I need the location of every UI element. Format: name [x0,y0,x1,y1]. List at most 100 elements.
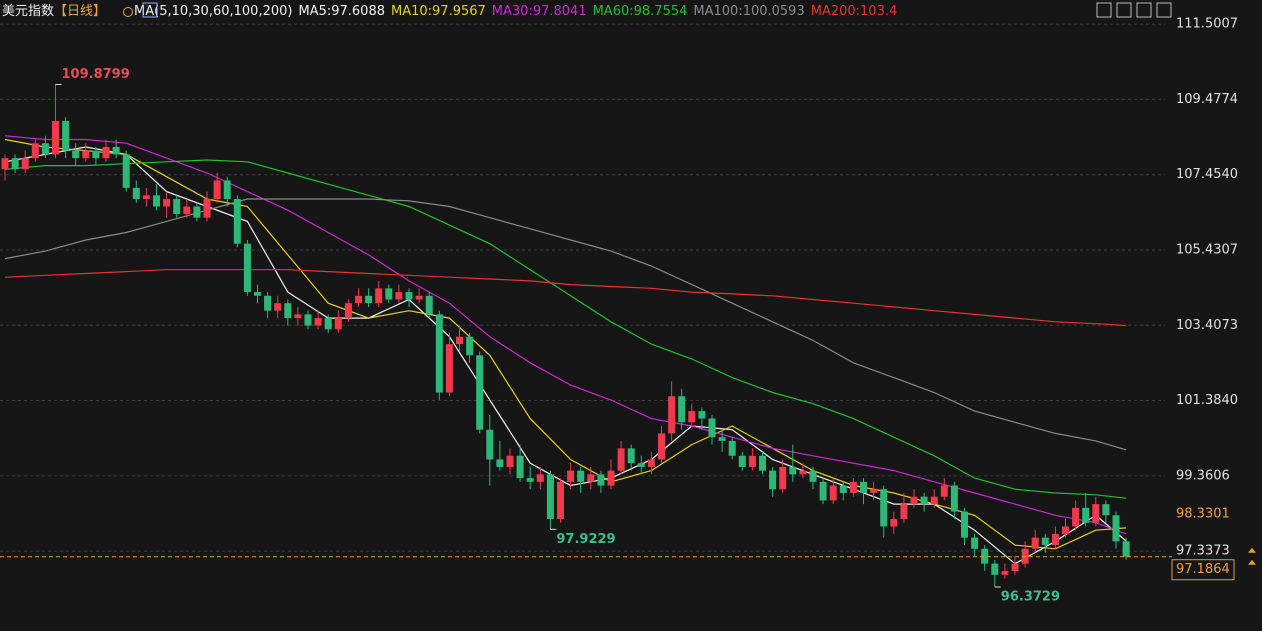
candle-body [668,396,676,434]
candle-body [1122,541,1130,557]
candle-body [546,474,554,520]
candle-body [839,485,847,493]
candle-body [971,537,979,549]
candle-body [1062,526,1069,534]
candle-body [153,195,160,207]
candle-body [759,455,766,471]
candle-body [314,318,322,326]
candle-body [274,303,282,311]
candle-body [1001,571,1009,575]
y-tick-label: 107.4540 [1176,167,1238,182]
candle-body [849,481,857,493]
header-text: 美元指数【日线】 MA(5,10,30,60,100,200) MA5:97.608… [2,4,897,19]
candle-body [72,150,80,159]
candle-body [233,199,241,244]
y-tick-label: 99.3606 [1176,468,1230,483]
candle-body [607,470,615,486]
y-tick-label: 103.4073 [1176,318,1238,333]
chart-title: 美元指数 [2,4,54,19]
candle-body [132,187,140,200]
candle-body [890,519,898,527]
tool-icon[interactable] [1156,2,1172,18]
candle-body [1011,563,1019,572]
legend-entry: MA200:103.4 [811,4,898,19]
ma-line [4,159,1127,499]
candle-body [698,411,706,419]
candle-body [708,418,716,438]
candle-body [738,455,746,467]
tool-icon[interactable] [1096,2,1112,18]
candle-body [647,459,655,467]
candle-body [567,470,575,482]
candle-body [880,489,888,527]
candle-body [395,292,403,300]
candle-body [213,180,221,200]
candle-body [254,292,261,296]
last-price-box [1171,559,1235,581]
candle-body [435,314,443,393]
tool-icon[interactable] [1136,2,1152,18]
ma-line [4,269,1127,327]
y-tick-label: 109.4774 [1176,92,1238,107]
candle-body [870,489,878,493]
candle-body [284,303,292,319]
candle-body [809,470,817,482]
candle-body [334,318,342,330]
candle-body [779,466,787,490]
candle-body [92,150,100,159]
candle-body [294,314,302,319]
candle-body [41,143,49,155]
candle-body [405,292,413,300]
legend-entry: MA100:100.0593 [693,4,804,19]
candle-body [304,314,312,326]
candle-body [122,154,130,188]
candle-body [183,206,191,214]
candle-body [769,470,777,490]
y-tick-label: 111.5007 [1176,17,1238,32]
candle-body [627,448,635,464]
legend-entry: MA5:97.6088 [298,4,385,19]
candle-body [142,195,150,200]
candle-body [1,158,9,170]
candle-body [678,396,686,423]
legend-entry: MA10:97.9567 [391,4,486,19]
tool-icon[interactable] [1116,2,1132,18]
candle-body [506,455,514,467]
ma-params: MA(5,10,30,60,100,200) [134,4,292,19]
candle-body [587,474,595,482]
candle-body [264,295,272,311]
candle-body [445,344,453,393]
candle-body [597,474,605,486]
candle-body [486,429,494,460]
candle-body [31,143,39,159]
candle-body [425,295,433,315]
candle-body [365,295,373,304]
annotation-label: 97.9229 [556,532,615,547]
y-tick-label: 105.4307 [1176,242,1238,257]
candle-body [910,496,918,505]
candle-body [557,481,564,520]
annotation-label: 109.8799 [62,67,130,82]
y-tick-label: 97.3373 [1176,544,1230,559]
candle-body [193,206,201,218]
candle-body [62,120,70,151]
candle-body [728,440,736,456]
candle-body [526,478,534,482]
candle-body [52,120,59,155]
candle-body [173,199,181,214]
candle-body [344,303,352,319]
candle-body [21,158,29,170]
candle-body [950,485,958,512]
candle-body [536,474,544,482]
candle-body [961,511,968,538]
annotation-label: 96.3729 [1001,589,1060,604]
candle-body [789,466,797,475]
candle-body [920,496,928,505]
candle-body [415,295,423,300]
candle-body [243,243,251,293]
candle-body [1021,548,1029,564]
candle-body [1082,507,1090,523]
period-switch[interactable] [123,7,133,17]
